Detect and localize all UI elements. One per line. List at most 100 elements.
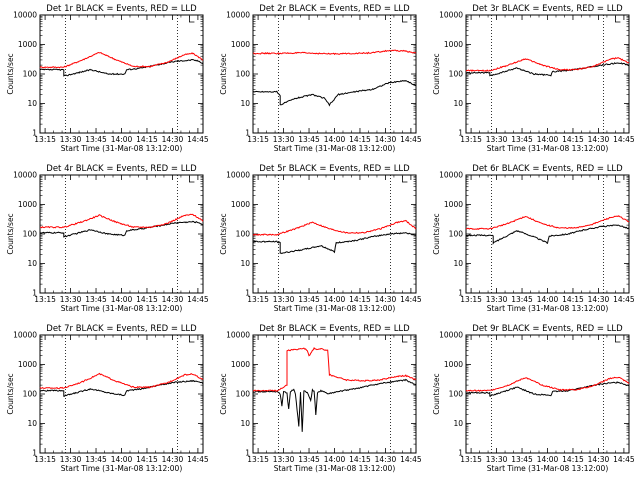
x-tick-label: 13:15 (247, 135, 269, 144)
y-tick-label: 100 (23, 230, 38, 239)
panel-det-1: Det 1r BLACK = Events, RED = LLD 1 10 100 10… (6, 4, 209, 153)
x-tick-label: 13:15 (247, 295, 269, 304)
x-tick-label: 14:45 (187, 135, 209, 144)
x-tick-label: 14:30 (162, 455, 184, 464)
plot-frame (39, 334, 204, 454)
y-tick-label: 1 (32, 129, 37, 138)
events-series-line (465, 224, 630, 245)
y-tick-label: 10 (453, 259, 463, 268)
x-tick-label: 13:15 (247, 455, 269, 464)
y-tick-label: 10 (453, 419, 463, 428)
y-tick-label: 1000 (231, 360, 250, 369)
panel-title: Det 7r BLACK = Events, RED = LLD (46, 324, 197, 334)
x-tick-label: 13:45 (85, 455, 107, 464)
y-axis-label: Counts/sec (219, 373, 228, 414)
x-tick-label: 14:30 (375, 135, 397, 144)
lld-series-line (465, 376, 630, 392)
x-tick-label: 14:15 (349, 135, 371, 144)
interval-marker (189, 176, 195, 183)
y-tick-label: 10 (240, 259, 250, 268)
interval-marker (402, 176, 408, 183)
panel-title: Det 2r BLACK = Events, RED = LLD (259, 4, 410, 14)
x-tick-label: 14:45 (613, 135, 635, 144)
y-tick-label: 1000 (231, 200, 250, 209)
plot-frame (465, 334, 630, 454)
panel-title: Det 4r BLACK = Events, RED = LLD (46, 164, 197, 174)
events-series-line (465, 381, 630, 397)
x-axis-label: Start Time (31-Mar-08 13:12:00) (61, 144, 183, 153)
x-tick-label: 14:00 (324, 135, 346, 144)
x-tick-label: 13:45 (511, 135, 533, 144)
interval-marker (402, 16, 408, 23)
x-tick-label: 14:45 (400, 455, 422, 464)
x-tick-label: 14:00 (111, 135, 133, 144)
x-tick-label: 14:00 (111, 455, 133, 464)
y-axis-label: Counts/sec (6, 213, 15, 254)
x-axis-label: Start Time (31-Mar-08 13:12:00) (487, 144, 609, 153)
y-tick-label: 1 (458, 289, 463, 298)
y-tick-label: 10 (27, 99, 37, 108)
x-tick-label: 13:30 (60, 135, 82, 144)
y-axis-label: Counts/sec (6, 373, 15, 414)
y-tick-label: 10000 (439, 171, 463, 180)
plot-frame (252, 14, 417, 134)
y-tick-label: 10 (240, 419, 250, 428)
y-tick-label: 10000 (13, 11, 37, 20)
panel-det-7: Det 7r BLACK = Events, RED = LLD 1 10 100 10… (6, 324, 209, 473)
y-axis-label: Counts/sec (219, 213, 228, 254)
y-tick-label: 1 (32, 289, 37, 298)
y-tick-label: 10 (27, 419, 37, 428)
y-tick-label: 100 (449, 230, 464, 239)
y-tick-label: 10000 (13, 171, 37, 180)
y-axis-label: Counts/sec (219, 53, 228, 94)
y-tick-label: 100 (236, 390, 251, 399)
x-tick-label: 13:30 (273, 295, 295, 304)
x-tick-label: 13:15 (460, 295, 482, 304)
x-tick-label: 14:30 (588, 295, 610, 304)
x-tick-label: 13:30 (60, 295, 82, 304)
x-axis-label: Start Time (31-Mar-08 13:12:00) (274, 304, 396, 313)
x-tick-label: 14:00 (324, 295, 346, 304)
y-tick-label: 10000 (226, 11, 250, 20)
panel-title: Det 5r BLACK = Events, RED = LLD (259, 164, 410, 174)
events-series-line (252, 232, 417, 255)
y-tick-label: 1000 (18, 200, 37, 209)
lld-series-line (40, 213, 204, 229)
panel-title: Det 6r BLACK = Events, RED = LLD (472, 164, 623, 174)
x-tick-label: 14:30 (588, 455, 610, 464)
x-tick-label: 14:45 (613, 295, 635, 304)
y-tick-label: 1000 (444, 200, 463, 209)
x-tick-label: 14:45 (400, 295, 422, 304)
x-tick-label: 13:30 (486, 135, 508, 144)
y-tick-label: 10 (240, 99, 250, 108)
x-tick-label: 14:15 (136, 295, 158, 304)
x-tick-label: 13:45 (511, 295, 533, 304)
x-tick-label: 13:45 (511, 455, 533, 464)
x-tick-label: 14:15 (562, 455, 584, 464)
y-tick-label: 1000 (18, 360, 37, 369)
y-tick-label: 1000 (444, 40, 463, 49)
x-tick-label: 14:30 (588, 135, 610, 144)
y-tick-label: 10000 (439, 11, 463, 20)
plot-frame (465, 174, 630, 294)
interval-marker (615, 176, 621, 183)
x-tick-label: 14:45 (613, 455, 635, 464)
plot-frame (252, 334, 417, 454)
y-tick-label: 1000 (444, 360, 463, 369)
y-axis-label: Counts/sec (432, 53, 441, 94)
interval-marker (189, 336, 195, 343)
y-tick-label: 100 (236, 70, 251, 79)
lld-series-line (252, 346, 417, 392)
x-tick-label: 14:00 (324, 455, 346, 464)
lld-series-line (39, 51, 204, 69)
y-tick-label: 1 (245, 129, 250, 138)
events-series-line (40, 58, 204, 77)
x-axis-label: Start Time (31-Mar-08 13:12:00) (61, 464, 183, 473)
x-tick-label: 13:30 (486, 295, 508, 304)
y-tick-label: 1000 (18, 40, 37, 49)
y-tick-label: 100 (449, 390, 464, 399)
y-tick-label: 10 (27, 259, 37, 268)
events-series-line (39, 220, 204, 238)
panel-det-4: Det 4r BLACK = Events, RED = LLD 1 10 100 10… (6, 164, 209, 313)
